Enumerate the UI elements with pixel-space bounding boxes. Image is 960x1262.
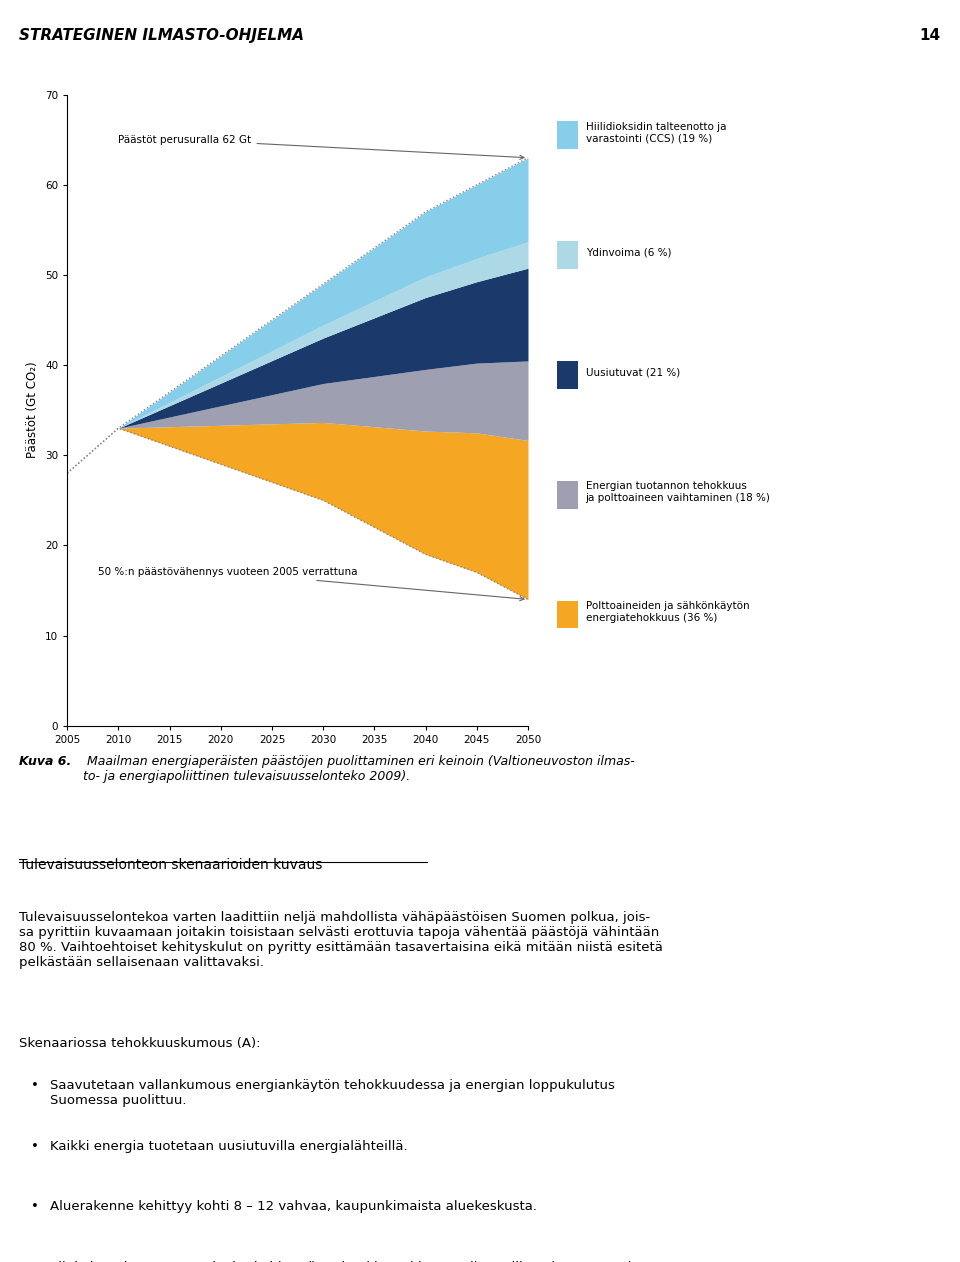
Text: Saavutetaan vallankumous energiankäytön tehokkuudessa ja energian loppukulutus
S: Saavutetaan vallankumous energiankäytön … <box>50 1079 614 1107</box>
Y-axis label: Päästöt (Gt CO₂): Päästöt (Gt CO₂) <box>27 362 39 458</box>
Text: 14: 14 <box>920 28 941 43</box>
Text: Tulevaisuusselonteon skenaarioiden kuvaus: Tulevaisuusselonteon skenaarioiden kuvau… <box>19 858 323 872</box>
Text: •: • <box>31 1200 38 1213</box>
Text: Elinkeinorakenteessa palvelut kehittyvät voimakkaasti ja samalla teollisuuden os: Elinkeinorakenteessa palvelut kehittyvät… <box>50 1261 644 1262</box>
Text: Aluerakenne kehittyy kohti 8 – 12 vahvaa, kaupunkimaista aluekeskusta.: Aluerakenne kehittyy kohti 8 – 12 vahvaa… <box>50 1200 537 1213</box>
Text: 50 %:n päästövähennys vuoteen 2005 verrattuna: 50 %:n päästövähennys vuoteen 2005 verra… <box>98 568 524 601</box>
Text: Tulevaisuusselontekoa varten laadittiin neljä mahdollista vähäpäästöisen Suomen : Tulevaisuusselontekoa varten laadittiin … <box>19 911 663 969</box>
Text: Skenaariossa tehokkuuskumous (A):: Skenaariossa tehokkuuskumous (A): <box>19 1037 261 1050</box>
Text: •: • <box>31 1079 38 1092</box>
Text: STRATEGINEN ILMASTO-OHJELMA: STRATEGINEN ILMASTO-OHJELMA <box>19 28 304 43</box>
Text: Kuva 6.: Kuva 6. <box>19 755 71 767</box>
Text: Kaikki energia tuotetaan uusiutuvilla energialähteillä.: Kaikki energia tuotetaan uusiutuvilla en… <box>50 1140 408 1152</box>
Text: Maailman energiaperäisten päästöjen puolittaminen eri keinoin (Valtioneuvoston i: Maailman energiaperäisten päästöjen puol… <box>83 755 635 782</box>
Text: Uusiutuvat (21 %): Uusiutuvat (21 %) <box>586 367 680 377</box>
Text: Energian tuotannon tehokkuus
ja polttoaineen vaihtaminen (18 %): Energian tuotannon tehokkuus ja polttoai… <box>586 481 771 504</box>
Text: •: • <box>31 1140 38 1152</box>
Text: Päästöt perusuralla 62 Gt: Päästöt perusuralla 62 Gt <box>118 135 524 159</box>
Text: Hiilidioksidin talteenotto ja
varastointi (CCS) (19 %): Hiilidioksidin talteenotto ja varastoint… <box>586 121 726 144</box>
Text: Polttoaineiden ja sähkönkäytön
energiatehokkuus (36 %): Polttoaineiden ja sähkönkäytön energiate… <box>586 601 749 623</box>
Text: •: • <box>31 1261 38 1262</box>
Text: Ydinvoima (6 %): Ydinvoima (6 %) <box>586 247 671 257</box>
